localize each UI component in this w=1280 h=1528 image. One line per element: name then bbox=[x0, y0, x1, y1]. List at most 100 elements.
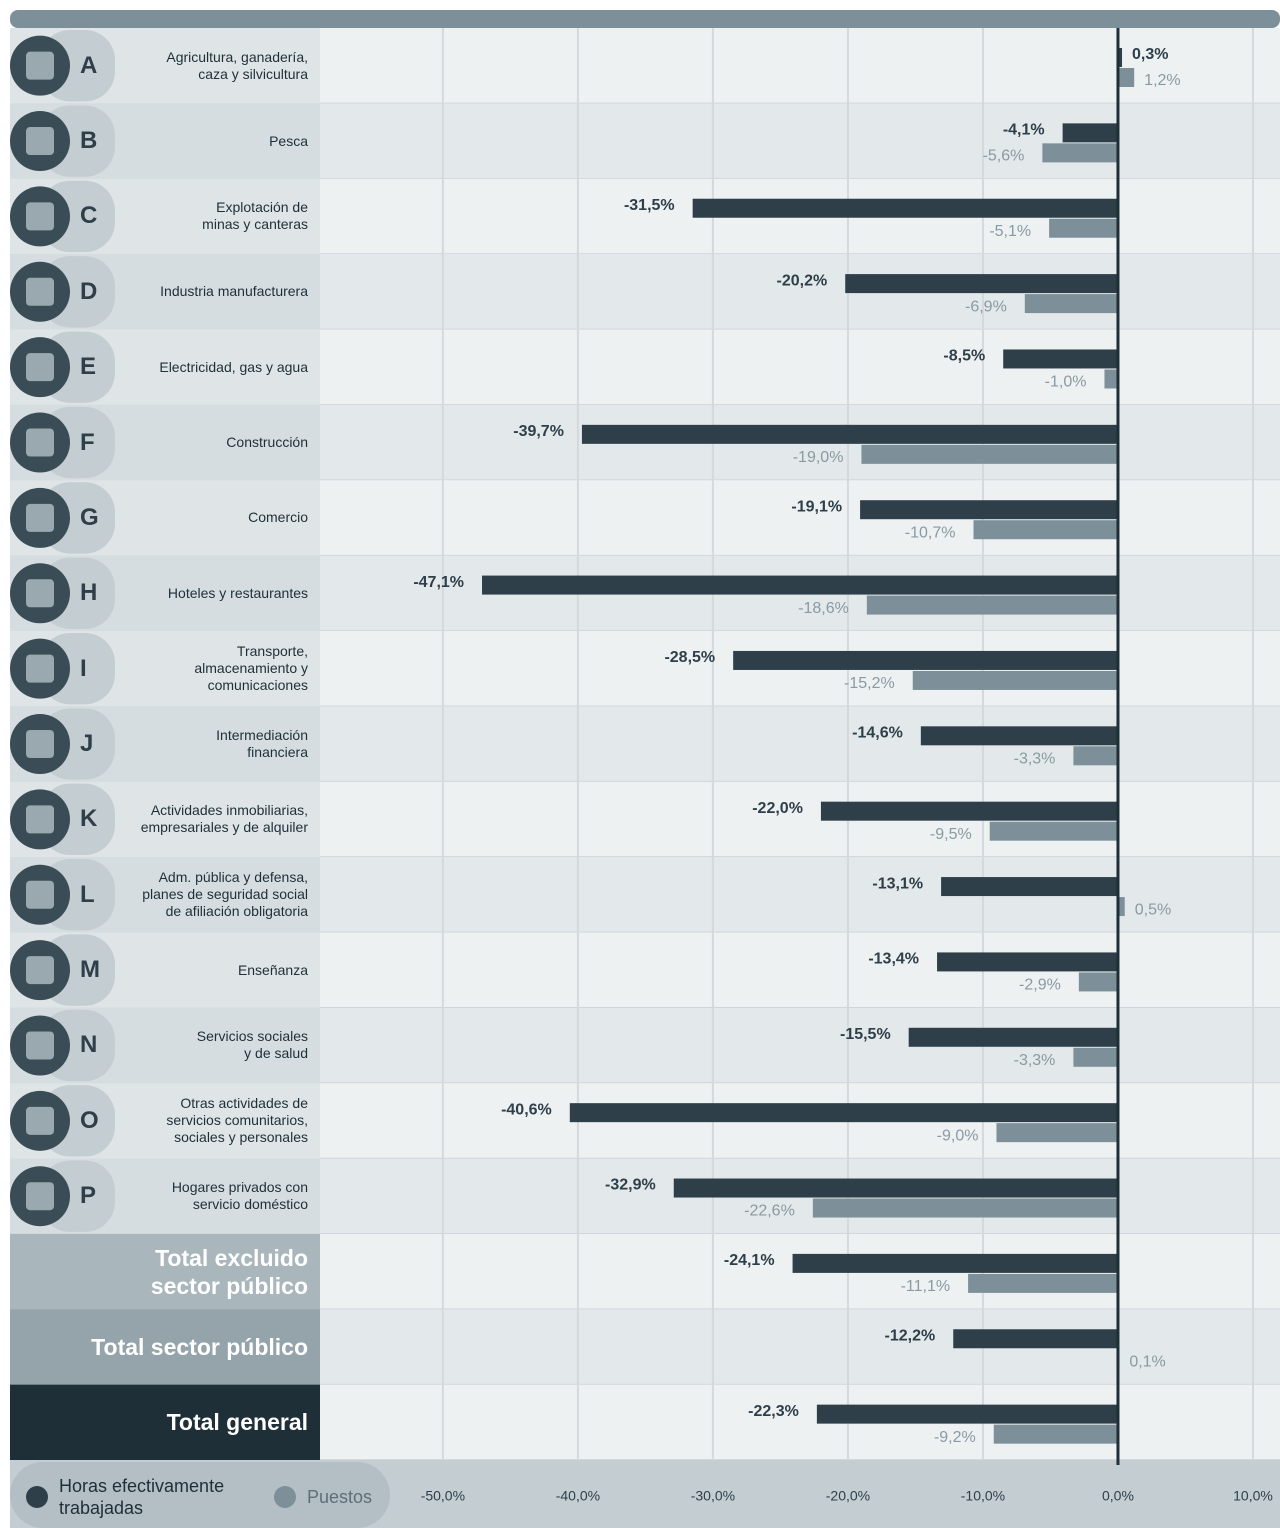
sector-icon-detail bbox=[26, 730, 54, 758]
value-label: -9,5% bbox=[930, 826, 972, 843]
value-label: -22,6% bbox=[744, 1203, 795, 1220]
x-tick-label: -20,0% bbox=[826, 1488, 870, 1504]
bar bbox=[861, 445, 1118, 464]
category-label: Agricultura, ganadería, caza y silvicult… bbox=[120, 28, 320, 103]
value-label: 0,1% bbox=[1129, 1353, 1165, 1370]
bar bbox=[813, 1199, 1118, 1218]
x-tick-label: -50,0% bbox=[421, 1488, 465, 1504]
value-label: -14,6% bbox=[852, 725, 903, 742]
value-label: -18,6% bbox=[798, 600, 849, 617]
x-tick-label: -10,0% bbox=[961, 1488, 1005, 1504]
value-label: -5,6% bbox=[983, 148, 1025, 165]
value-label: -9,0% bbox=[937, 1127, 979, 1144]
category-label: Intermediación financiera bbox=[120, 706, 320, 781]
value-label: -40,6% bbox=[501, 1101, 552, 1118]
sector-icon-detail bbox=[26, 202, 54, 230]
bar bbox=[845, 274, 1118, 293]
sector-icon-detail bbox=[26, 655, 54, 683]
bar bbox=[1025, 294, 1118, 313]
sector-code: M bbox=[80, 932, 100, 1007]
category-label: Otras actividades de servicios comunitar… bbox=[120, 1083, 320, 1158]
value-label: -13,1% bbox=[872, 875, 923, 892]
value-label: -47,1% bbox=[413, 574, 464, 591]
value-label: -15,2% bbox=[844, 675, 895, 692]
sector-code: D bbox=[80, 254, 97, 329]
value-label: -4,1% bbox=[1003, 122, 1045, 139]
row-background bbox=[320, 329, 1280, 404]
value-label: 0,5% bbox=[1135, 901, 1171, 918]
sector-icon-detail bbox=[26, 805, 54, 833]
total-label: Total excluido sector público bbox=[10, 1234, 320, 1309]
row-background bbox=[320, 1008, 1280, 1083]
sector-code: C bbox=[80, 179, 97, 254]
sector-code: F bbox=[80, 405, 95, 480]
bar bbox=[990, 822, 1118, 841]
value-label: -8,5% bbox=[943, 348, 985, 365]
sector-code: J bbox=[80, 706, 93, 781]
row-background bbox=[320, 1385, 1280, 1460]
bar bbox=[1042, 143, 1118, 162]
row-background bbox=[320, 857, 1280, 932]
value-label: -15,5% bbox=[840, 1026, 891, 1043]
x-tick-label: -30,0% bbox=[691, 1488, 735, 1504]
value-label: -22,0% bbox=[752, 800, 803, 817]
bar bbox=[1079, 972, 1118, 991]
bar bbox=[974, 520, 1118, 539]
bar bbox=[733, 651, 1118, 670]
value-label: -28,5% bbox=[664, 649, 715, 666]
sector-icon-detail bbox=[26, 278, 54, 306]
legend-label: Horas efectivamente trabajadas bbox=[59, 1475, 224, 1519]
bar bbox=[1073, 1048, 1118, 1067]
legend-swatch bbox=[274, 1486, 296, 1508]
bar bbox=[1104, 369, 1118, 388]
bar bbox=[921, 726, 1118, 745]
bar bbox=[1073, 746, 1118, 765]
value-label: -22,3% bbox=[748, 1403, 799, 1420]
category-label: Transporte, almacenamiento y comunicacio… bbox=[120, 631, 320, 706]
row-background bbox=[320, 480, 1280, 555]
sector-icon-detail bbox=[26, 127, 54, 155]
value-label: -31,5% bbox=[624, 197, 675, 214]
legend-label: Puestos bbox=[307, 1486, 372, 1508]
value-label: -19,1% bbox=[791, 498, 842, 515]
bar bbox=[1049, 219, 1118, 238]
value-label: -1,0% bbox=[1045, 374, 1087, 391]
bar bbox=[1003, 349, 1118, 368]
row-background bbox=[320, 103, 1280, 178]
value-label: 0,3% bbox=[1132, 46, 1168, 63]
bar bbox=[860, 500, 1118, 519]
bar bbox=[582, 425, 1118, 444]
bar bbox=[867, 596, 1118, 615]
sector-code: G bbox=[80, 480, 99, 555]
category-label: Enseñanza bbox=[120, 932, 320, 1007]
x-tick-label: -40,0% bbox=[556, 1488, 600, 1504]
sector-code: N bbox=[80, 1008, 97, 1083]
bar bbox=[968, 1274, 1118, 1293]
value-label: -12,2% bbox=[885, 1327, 936, 1344]
row-background bbox=[320, 254, 1280, 329]
value-label: -39,7% bbox=[513, 423, 564, 440]
page: -50,0%-40,0%-30,0%-20,0%-10,0%0,0%10,0%0… bbox=[0, 0, 1280, 1528]
bar bbox=[570, 1103, 1118, 1122]
bar bbox=[793, 1254, 1118, 1273]
sector-code: K bbox=[80, 782, 97, 857]
bar bbox=[953, 1329, 1118, 1348]
sector-icon-detail bbox=[26, 579, 54, 607]
value-label: -3,3% bbox=[1014, 1052, 1056, 1069]
category-label: Hoteles y restaurantes bbox=[120, 556, 320, 631]
value-label: -9,2% bbox=[934, 1429, 976, 1446]
total-label: Total sector público bbox=[10, 1309, 320, 1384]
bar bbox=[817, 1405, 1118, 1424]
total-label: Total general bbox=[10, 1385, 320, 1460]
legend-swatch bbox=[26, 1486, 48, 1508]
category-label: Electricidad, gas y agua bbox=[120, 329, 320, 404]
category-label: Comercio bbox=[120, 480, 320, 555]
sector-code: L bbox=[80, 857, 95, 932]
bar bbox=[937, 952, 1118, 971]
sector-icon-detail bbox=[26, 956, 54, 984]
x-tick-label: 0,0% bbox=[1102, 1488, 1134, 1504]
sector-icon-detail bbox=[26, 1031, 54, 1059]
sector-icon-detail bbox=[26, 504, 54, 532]
value-label: -24,1% bbox=[724, 1252, 775, 1269]
category-label: Adm. pública y defensa, planes de seguri… bbox=[120, 857, 320, 932]
